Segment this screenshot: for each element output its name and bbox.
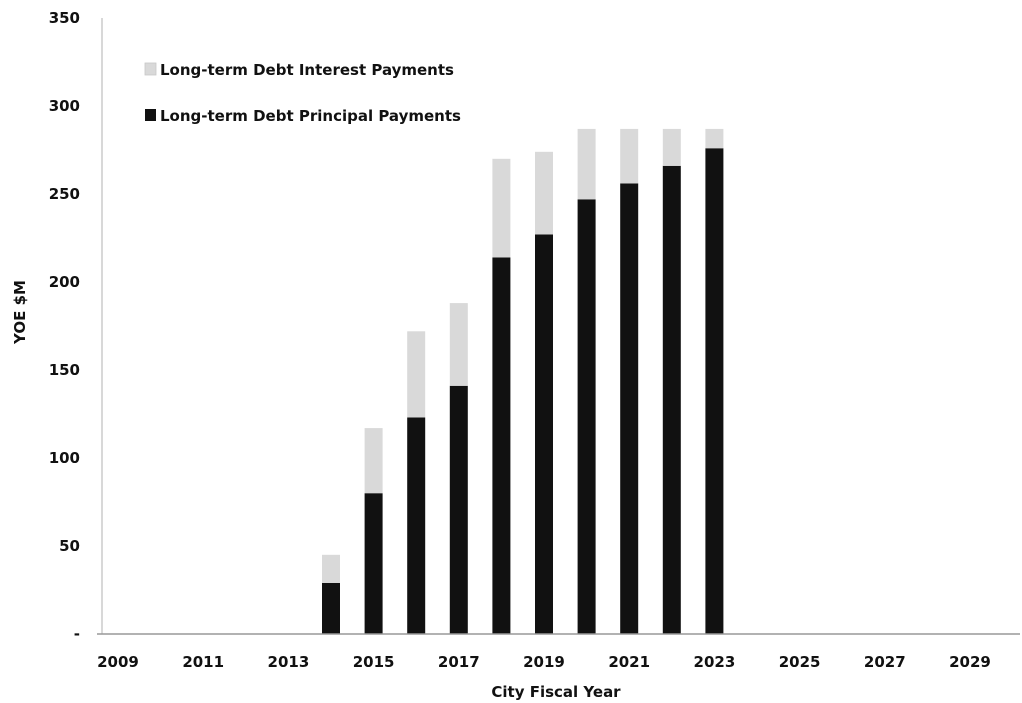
principal-bar-2014: [322, 583, 340, 634]
x-tick-label: 2025: [779, 653, 821, 671]
interest-bar-2019: [535, 151, 553, 235]
y-tick-label: -: [74, 625, 80, 643]
x-tick-label: 2021: [608, 653, 650, 671]
y-tick-label: 350: [49, 9, 80, 27]
principal-bar-2016: [407, 417, 426, 634]
legend: Long-term Debt Interest Payments Long-ter…: [144, 61, 461, 125]
principal-bar-2017: [449, 385, 468, 634]
x-tick-label: 2029: [949, 653, 991, 671]
interest-bar-2016: [407, 331, 426, 418]
interest-bar-2015: [364, 428, 383, 494]
principal-bar-2020: [577, 199, 596, 635]
x-tick-label: 2011: [182, 653, 224, 671]
interest-bar-2017: [449, 303, 468, 386]
interest-bar-2014: [322, 554, 340, 583]
x-tick-label: 2009: [97, 653, 139, 671]
legend-label-principal: Long-term Debt Principal Payments: [160, 107, 461, 125]
x-tick-label: 2019: [523, 653, 565, 671]
x-tick-label: 2023: [694, 653, 736, 671]
legend-swatch-principal: [145, 109, 156, 121]
interest-bar-2021: [620, 128, 639, 184]
principal-bar-2018: [492, 257, 511, 634]
interest-bar-2020: [577, 128, 596, 200]
x-axis-title: City Fiscal Year: [491, 683, 621, 701]
principal-bar-2015: [364, 493, 383, 634]
interest-bar-2018: [492, 158, 511, 258]
principal-bar-2021: [620, 183, 639, 634]
legend-swatch-interest: [144, 62, 157, 76]
x-tick-labels: 2009 2011 2013 2015 2017 2019 2021 2023 2025 2027…: [97, 653, 991, 671]
principal-bar-2023: [705, 148, 724, 634]
principal-bar-2022: [662, 165, 681, 635]
y-tick-label: 200: [49, 273, 80, 291]
y-tick-labels: - 50 100 150 200 250 300 350: [49, 9, 80, 643]
x-tick-label: 2013: [268, 653, 310, 671]
y-tick-label: 150: [49, 361, 80, 379]
x-tick-label: 2027: [864, 653, 906, 671]
y-tick-label: 50: [59, 537, 80, 555]
interest-bar-2022: [662, 128, 681, 166]
y-tick-label: 100: [49, 449, 80, 467]
interest-bar-2023: [705, 128, 724, 149]
principal-bar-2019: [535, 234, 553, 634]
x-tick-label: 2015: [353, 653, 395, 671]
legend-label-interest: Long-term Debt Interest Payments: [160, 61, 454, 79]
y-tick-label: 250: [49, 185, 80, 203]
y-tick-label: 300: [49, 97, 80, 115]
y-axis-title: YOE $M: [11, 280, 29, 345]
x-tick-label: 2017: [438, 653, 480, 671]
bars-group: [322, 128, 724, 635]
